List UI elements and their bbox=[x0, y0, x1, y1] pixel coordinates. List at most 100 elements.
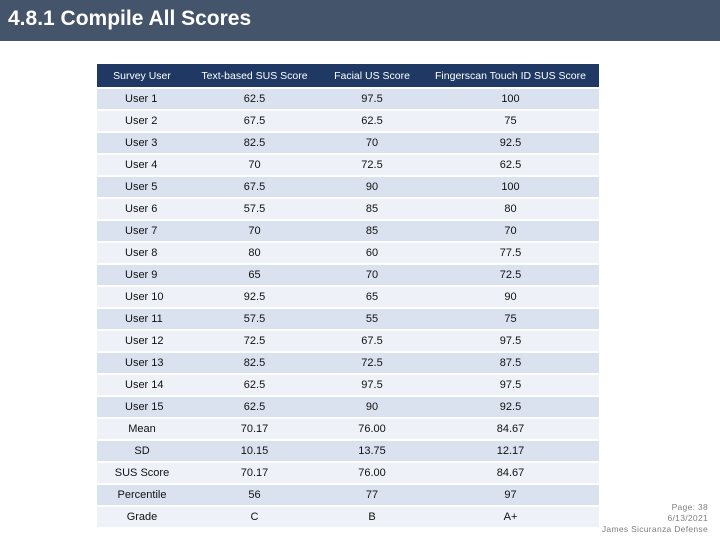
table-cell: 77 bbox=[322, 485, 422, 507]
table-cell: 72.5 bbox=[322, 155, 422, 177]
summary-row: SD 10.15 13.75 12.17 bbox=[97, 441, 599, 463]
row-label: Grade bbox=[97, 507, 187, 529]
table-cell: 70 bbox=[322, 265, 422, 287]
summary-row: Percentile 56 77 97 bbox=[97, 485, 599, 507]
table-header-row: Survey User Text-based SUS Score Facial … bbox=[97, 64, 599, 89]
table-cell: 72.5 bbox=[187, 331, 322, 353]
table-cell: 57.5 bbox=[187, 199, 322, 221]
table-cell: 97.5 bbox=[422, 375, 599, 397]
table-cell: A+ bbox=[422, 507, 599, 529]
table-cell: 80 bbox=[422, 199, 599, 221]
row-label: User 13 bbox=[97, 353, 187, 375]
footer-date: 6/13/2021 bbox=[667, 513, 708, 523]
row-label: User 2 bbox=[97, 111, 187, 133]
row-label: User 5 bbox=[97, 177, 187, 199]
table-row: User 6 57.5 85 80 bbox=[97, 199, 599, 221]
table-row: User 1 62.5 97.5 100 bbox=[97, 89, 599, 111]
row-label: User 9 bbox=[97, 265, 187, 287]
table-cell: 84.67 bbox=[422, 463, 599, 485]
table-cell: 12.17 bbox=[422, 441, 599, 463]
table-cell: 82.5 bbox=[187, 353, 322, 375]
table-cell: 97 bbox=[422, 485, 599, 507]
scores-table: Survey User Text-based SUS Score Facial … bbox=[97, 64, 599, 529]
table-row: User 9 65 70 72.5 bbox=[97, 265, 599, 287]
summary-row: SUS Score 70.17 76.00 84.67 bbox=[97, 463, 599, 485]
column-header: Survey User bbox=[97, 64, 187, 89]
table-row: User 10 92.5 65 90 bbox=[97, 287, 599, 309]
table-cell: 100 bbox=[422, 89, 599, 111]
title-bar: 4.8.1 Compile All Scores bbox=[0, 0, 720, 41]
table-row: User 4 70 72.5 62.5 bbox=[97, 155, 599, 177]
row-label: Mean bbox=[97, 419, 187, 441]
table-cell: 97.5 bbox=[422, 331, 599, 353]
table-cell: 92.5 bbox=[187, 287, 322, 309]
table-cell: 57.5 bbox=[187, 309, 322, 331]
row-label: User 15 bbox=[97, 397, 187, 419]
summary-row: Mean 70.17 76.00 84.67 bbox=[97, 419, 599, 441]
table-cell: 85 bbox=[322, 221, 422, 243]
slide-footer: Page: 38 6/13/2021 James Sicuranza Defen… bbox=[602, 502, 708, 535]
table-cell: 84.67 bbox=[422, 419, 599, 441]
table-cell: 90 bbox=[322, 177, 422, 199]
row-label: User 6 bbox=[97, 199, 187, 221]
table-row: User 11 57.5 55 75 bbox=[97, 309, 599, 331]
row-label: SD bbox=[97, 441, 187, 463]
table-cell: 62.5 bbox=[322, 111, 422, 133]
table-cell: 62.5 bbox=[187, 375, 322, 397]
column-header: Text-based SUS Score bbox=[187, 64, 322, 89]
page-number: Page: 38 bbox=[671, 502, 708, 512]
table-cell: 55 bbox=[322, 309, 422, 331]
table-cell: 10.15 bbox=[187, 441, 322, 463]
table-cell: 62.5 bbox=[187, 89, 322, 111]
table-cell: 97.5 bbox=[322, 375, 422, 397]
table-cell: 100 bbox=[422, 177, 599, 199]
table-row: User 12 72.5 67.5 97.5 bbox=[97, 331, 599, 353]
table-cell: 90 bbox=[422, 287, 599, 309]
table-cell: 92.5 bbox=[422, 133, 599, 155]
table-cell: 62.5 bbox=[187, 397, 322, 419]
table-row: User 3 82.5 70 92.5 bbox=[97, 133, 599, 155]
table-cell: 56 bbox=[187, 485, 322, 507]
table-cell: 76.00 bbox=[322, 463, 422, 485]
table-cell: 75 bbox=[422, 309, 599, 331]
row-label: User 14 bbox=[97, 375, 187, 397]
row-label: User 8 bbox=[97, 243, 187, 265]
table-cell: 82.5 bbox=[187, 133, 322, 155]
row-label: User 10 bbox=[97, 287, 187, 309]
row-label: User 1 bbox=[97, 89, 187, 111]
row-label: User 12 bbox=[97, 331, 187, 353]
table-cell: 67.5 bbox=[187, 111, 322, 133]
table-cell: 90 bbox=[322, 397, 422, 419]
table-cell: 65 bbox=[187, 265, 322, 287]
row-label: User 11 bbox=[97, 309, 187, 331]
row-label: Percentile bbox=[97, 485, 187, 507]
table-row: User 13 82.5 72.5 87.5 bbox=[97, 353, 599, 375]
table-cell: 97.5 bbox=[322, 89, 422, 111]
table-row: User 14 62.5 97.5 97.5 bbox=[97, 375, 599, 397]
row-label: SUS Score bbox=[97, 463, 187, 485]
table-cell: 70 bbox=[422, 221, 599, 243]
table-cell: 70.17 bbox=[187, 463, 322, 485]
table-row: User 7 70 85 70 bbox=[97, 221, 599, 243]
summary-row: Grade C B A+ bbox=[97, 507, 599, 529]
table-cell: 72.5 bbox=[422, 265, 599, 287]
row-label: User 7 bbox=[97, 221, 187, 243]
table-cell: C bbox=[187, 507, 322, 529]
table-cell: 60 bbox=[322, 243, 422, 265]
table-cell: 70 bbox=[187, 221, 322, 243]
footer-author: James Sicuranza Defense bbox=[601, 524, 708, 534]
table-cell: 87.5 bbox=[422, 353, 599, 375]
table-cell: 76.00 bbox=[322, 419, 422, 441]
table-cell: 62.5 bbox=[422, 155, 599, 177]
page-title: 4.8.1 Compile All Scores bbox=[8, 7, 252, 30]
table-cell: 13.75 bbox=[322, 441, 422, 463]
table-cell: 70 bbox=[187, 155, 322, 177]
table-row: User 2 67.5 62.5 75 bbox=[97, 111, 599, 133]
table-cell: B bbox=[322, 507, 422, 529]
table-cell: 75 bbox=[422, 111, 599, 133]
table-cell: 92.5 bbox=[422, 397, 599, 419]
row-label: User 3 bbox=[97, 133, 187, 155]
column-header: Facial US Score bbox=[322, 64, 422, 89]
column-header: Fingerscan Touch ID SUS Score bbox=[422, 64, 599, 89]
